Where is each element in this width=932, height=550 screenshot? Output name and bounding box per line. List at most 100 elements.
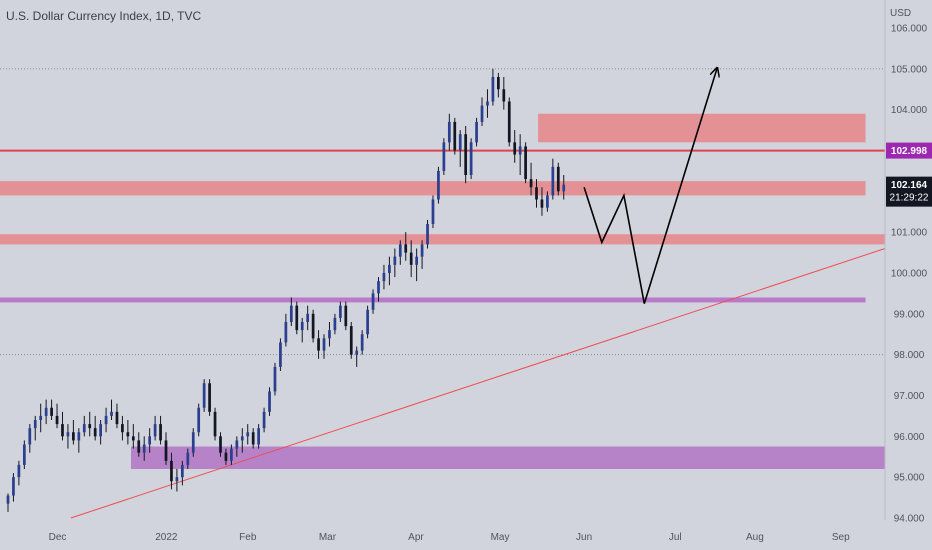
candle[interactable] bbox=[393, 248, 397, 278]
candle[interactable] bbox=[268, 387, 271, 416]
candle[interactable] bbox=[164, 432, 168, 465]
candle[interactable] bbox=[480, 97, 484, 126]
candle[interactable] bbox=[328, 322, 331, 347]
candle[interactable] bbox=[404, 232, 408, 261]
candle[interactable] bbox=[246, 424, 250, 445]
candle[interactable] bbox=[121, 415, 124, 441]
candle[interactable] bbox=[170, 452, 173, 490]
candle[interactable] bbox=[426, 219, 429, 249]
candle[interactable] bbox=[142, 436, 146, 461]
candle[interactable] bbox=[556, 162, 560, 196]
projection-path[interactable] bbox=[583, 69, 717, 304]
candle[interactable] bbox=[382, 264, 386, 290]
candle[interactable] bbox=[469, 138, 473, 180]
candle[interactable] bbox=[338, 301, 342, 322]
candle[interactable] bbox=[377, 277, 380, 302]
candle[interactable] bbox=[502, 77, 506, 110]
candle[interactable] bbox=[224, 448, 228, 465]
candle[interactable] bbox=[333, 313, 337, 335]
candle[interactable] bbox=[513, 130, 517, 163]
candle[interactable] bbox=[535, 179, 538, 208]
candle[interactable] bbox=[159, 415, 162, 445]
candle[interactable] bbox=[289, 297, 293, 327]
candle[interactable] bbox=[213, 407, 217, 441]
candle[interactable] bbox=[458, 130, 462, 167]
candle[interactable] bbox=[371, 289, 375, 314]
candle[interactable] bbox=[153, 415, 157, 441]
candle[interactable] bbox=[317, 330, 320, 359]
candle[interactable] bbox=[524, 142, 527, 184]
candle[interactable] bbox=[55, 403, 59, 429]
candle[interactable] bbox=[12, 473, 15, 502]
candle[interactable] bbox=[148, 428, 152, 453]
candle[interactable] bbox=[322, 334, 326, 359]
candle[interactable] bbox=[28, 424, 32, 453]
candle[interactable] bbox=[447, 113, 451, 151]
candle[interactable] bbox=[507, 97, 511, 147]
candle[interactable] bbox=[295, 301, 299, 335]
candle[interactable] bbox=[562, 175, 566, 200]
candle[interactable] bbox=[197, 403, 201, 437]
candle[interactable] bbox=[88, 411, 92, 437]
candle[interactable] bbox=[453, 117, 457, 155]
candle[interactable] bbox=[126, 420, 130, 445]
candle[interactable] bbox=[208, 379, 211, 416]
candle[interactable] bbox=[437, 166, 440, 204]
candle[interactable] bbox=[202, 379, 206, 412]
candle[interactable] bbox=[420, 240, 424, 269]
candle[interactable] bbox=[300, 317, 304, 343]
candle[interactable] bbox=[540, 187, 544, 216]
candle[interactable] bbox=[497, 72, 500, 98]
candle[interactable] bbox=[93, 415, 97, 441]
candle[interactable] bbox=[546, 191, 549, 212]
candle[interactable] bbox=[186, 448, 190, 469]
candle[interactable] bbox=[137, 432, 141, 457]
candle[interactable] bbox=[39, 403, 43, 433]
time-axis[interactable]: Dec 2022 Feb Mar Apr May Jun Jul Aug Sep bbox=[49, 532, 850, 543]
candle[interactable] bbox=[360, 330, 364, 355]
candle[interactable] bbox=[551, 158, 555, 200]
candle[interactable] bbox=[409, 240, 413, 278]
candle[interactable] bbox=[251, 428, 255, 449]
candle[interactable] bbox=[475, 117, 478, 147]
candle[interactable] bbox=[398, 240, 402, 265]
zone-101[interactable] bbox=[0, 234, 885, 245]
candle[interactable] bbox=[180, 460, 184, 486]
candle[interactable] bbox=[257, 424, 260, 449]
candle[interactable] bbox=[191, 428, 195, 457]
candle[interactable] bbox=[284, 313, 288, 347]
candle[interactable] bbox=[235, 436, 239, 457]
candle[interactable] bbox=[529, 162, 533, 196]
candle[interactable] bbox=[6, 493, 10, 512]
candle[interactable] bbox=[115, 403, 119, 429]
candle[interactable] bbox=[262, 407, 266, 433]
price-axis[interactable]: 94.000 95.000 96.000 97.000 98.000 99.000 100.… bbox=[891, 24, 928, 525]
candle[interactable] bbox=[344, 301, 348, 331]
candle[interactable] bbox=[33, 415, 37, 441]
candle[interactable] bbox=[279, 338, 282, 371]
candle[interactable] bbox=[230, 444, 233, 465]
candle[interactable] bbox=[486, 89, 489, 118]
zone-9935[interactable] bbox=[0, 297, 866, 303]
candle[interactable] bbox=[306, 305, 310, 331]
candle[interactable] bbox=[72, 420, 75, 445]
candle[interactable] bbox=[61, 411, 64, 441]
candle[interactable] bbox=[442, 138, 446, 175]
trendline[interactable] bbox=[70, 248, 886, 519]
candle[interactable] bbox=[175, 469, 179, 492]
candle[interactable] bbox=[518, 134, 522, 175]
candle[interactable] bbox=[355, 346, 359, 367]
zone-955[interactable] bbox=[130, 446, 886, 469]
zone-102[interactable] bbox=[0, 181, 866, 196]
candle[interactable] bbox=[99, 420, 102, 445]
candle[interactable] bbox=[311, 309, 315, 343]
candle[interactable] bbox=[491, 68, 495, 106]
candle[interactable] bbox=[82, 415, 86, 437]
candle[interactable] bbox=[77, 428, 81, 453]
candle[interactable] bbox=[415, 248, 418, 282]
candle[interactable] bbox=[366, 305, 369, 339]
candle[interactable] bbox=[273, 362, 277, 396]
candle[interactable] bbox=[219, 432, 222, 457]
